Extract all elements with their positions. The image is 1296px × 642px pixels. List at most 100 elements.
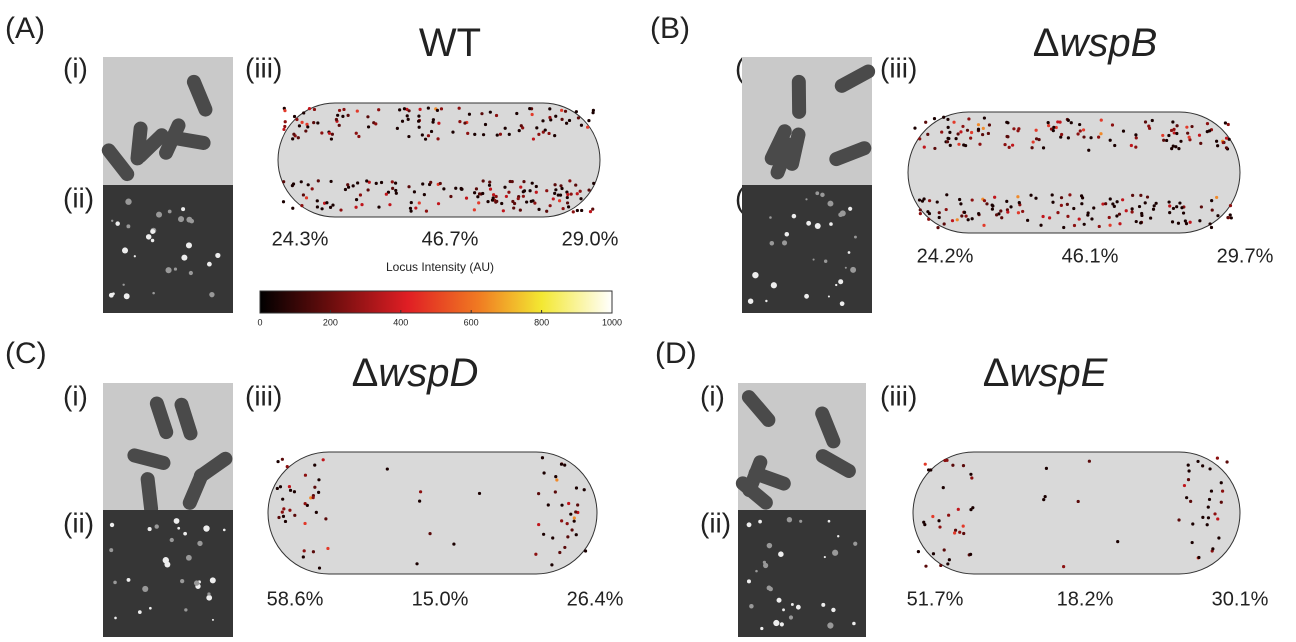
- locus-dot: [1180, 206, 1183, 209]
- locus-dot: [1011, 144, 1014, 147]
- locus-dot: [304, 474, 307, 477]
- locus-dot: [339, 208, 342, 211]
- locus-dot: [380, 181, 383, 184]
- locus-dot: [570, 193, 573, 196]
- locus-dot: [923, 146, 926, 149]
- locus-dot: [1006, 210, 1009, 213]
- locus-dot: [317, 478, 320, 481]
- locus-dot: [927, 218, 930, 221]
- locus-dot: [344, 188, 347, 191]
- locus-dot: [574, 183, 577, 186]
- locus-dot: [519, 209, 522, 212]
- locus-dot: [569, 513, 572, 516]
- fluorescent-spot: [114, 617, 117, 620]
- fluorescent-spot: [829, 222, 833, 226]
- percent-label: 15.0%: [412, 588, 469, 610]
- locus-dot: [276, 487, 279, 490]
- fluorescent-spot: [179, 216, 184, 221]
- locus-dot: [515, 112, 518, 115]
- locus-dot: [394, 181, 397, 184]
- locus-dot: [1135, 136, 1138, 139]
- locus-dot: [575, 486, 578, 489]
- locus-dot: [592, 109, 595, 112]
- cell-outline: [913, 452, 1240, 574]
- panel-title: ΔwspB: [1033, 21, 1158, 65]
- locus-dot: [537, 492, 540, 495]
- locus-dot: [1190, 125, 1193, 128]
- locus-dot: [547, 132, 550, 135]
- locus-dot: [1125, 209, 1128, 212]
- fluorescent-spot: [840, 210, 846, 216]
- locus-dot: [533, 201, 536, 204]
- locus-dot: [304, 129, 307, 132]
- locus-dot: [1175, 205, 1178, 208]
- locus-dot: [574, 510, 577, 513]
- locus-dot: [492, 193, 495, 196]
- locus-dot: [580, 209, 583, 212]
- locus-dot: [977, 123, 980, 126]
- locus-dot: [429, 181, 432, 184]
- locus-dot: [946, 140, 949, 143]
- locus-dot: [962, 525, 965, 528]
- locus-dot: [1044, 495, 1047, 498]
- locus-dot: [478, 492, 481, 495]
- locus-dot: [954, 137, 957, 140]
- locus-dot: [1060, 204, 1063, 207]
- fluorescent-spot: [156, 212, 162, 218]
- locus-dot: [933, 147, 936, 150]
- title-text: WT: [419, 21, 481, 65]
- fluorescent-spot: [763, 563, 768, 568]
- colorbar-label: Locus Intensity (AU): [386, 260, 494, 274]
- locus-dot: [439, 182, 442, 185]
- locus-dot: [525, 200, 528, 203]
- locus-dot: [286, 465, 289, 468]
- locus-dot: [1056, 211, 1059, 214]
- locus-dot: [1168, 211, 1171, 214]
- fluorescent-spot: [765, 300, 767, 302]
- locus-dot: [1220, 481, 1223, 484]
- locus-dot: [1006, 121, 1009, 124]
- locus-dot: [305, 196, 308, 199]
- locus-dot: [454, 187, 457, 190]
- locus-dot: [982, 224, 985, 227]
- locus-dot: [1135, 220, 1138, 223]
- locus-dot: [1208, 129, 1211, 132]
- locus-dot: [308, 107, 311, 110]
- locus-dot: [423, 193, 426, 196]
- locus-dot: [504, 127, 507, 130]
- locus-dot: [537, 523, 540, 526]
- fluorescent-spot: [177, 527, 180, 530]
- locus-dot: [1227, 123, 1230, 126]
- fluorescent-spot: [755, 570, 758, 573]
- locus-dot: [281, 498, 284, 501]
- sub-label: (i): [63, 52, 88, 83]
- locus-dot: [983, 199, 986, 202]
- title-prefix: Δ: [983, 351, 1010, 395]
- locus-dot: [288, 509, 291, 512]
- locus-dot: [971, 506, 974, 509]
- locus-dot: [945, 193, 948, 196]
- locus-dot: [967, 117, 970, 120]
- locus-dot: [952, 121, 955, 124]
- locus-dot: [936, 200, 939, 203]
- locus-dot: [544, 128, 547, 131]
- panel-label: (C): [5, 337, 47, 370]
- locus-dot: [1210, 226, 1213, 229]
- locus-dot: [418, 500, 421, 503]
- locus-dot: [991, 208, 994, 211]
- locus-dot: [440, 107, 443, 110]
- locus-dot: [983, 116, 986, 119]
- locus-dot: [927, 468, 930, 471]
- locus-dot: [458, 107, 461, 110]
- locus-dot: [276, 460, 279, 463]
- locus-dot: [947, 126, 950, 129]
- locus-dot: [938, 216, 941, 219]
- colorbar-tick-label: 400: [393, 317, 408, 327]
- locus-dot: [580, 124, 583, 127]
- locus-dot: [1058, 121, 1061, 124]
- locus-dot: [1072, 207, 1075, 210]
- locus-dot: [954, 529, 957, 532]
- fluorescent-spot: [799, 520, 802, 523]
- locus-dot: [366, 115, 369, 118]
- colorbar-tick-label: 200: [323, 317, 338, 327]
